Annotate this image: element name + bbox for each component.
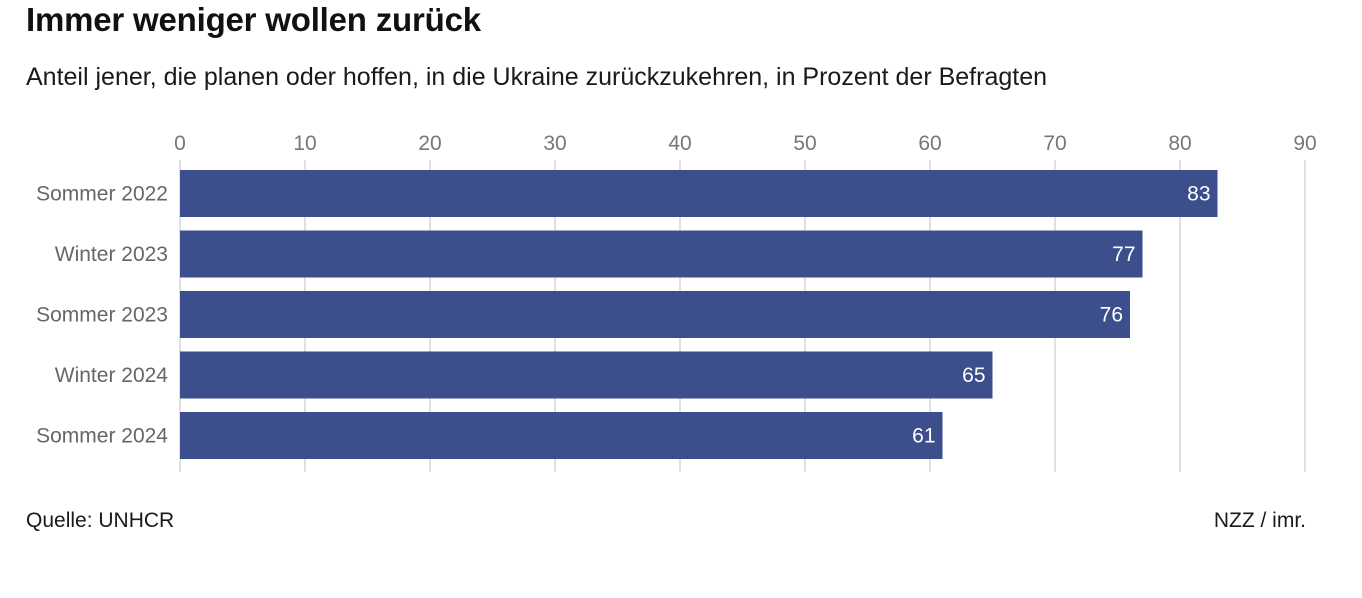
- value-label: 77: [1112, 243, 1135, 266]
- category-label: Sommer 2024: [36, 425, 168, 448]
- bar: [180, 412, 943, 459]
- source-note: Quelle: UNHCR: [26, 509, 175, 532]
- bars: [180, 170, 1218, 459]
- bar: [180, 230, 1143, 278]
- x-tick-label: 80: [1168, 132, 1191, 155]
- category-label: Sommer 2023: [36, 304, 168, 327]
- chart-title: Immer weniger wollen zurück: [26, 1, 481, 38]
- chart-subtitle: Anteil jener, die planen oder hoffen, in…: [26, 63, 1048, 91]
- bar: [180, 351, 993, 399]
- x-tick-label: 90: [1293, 132, 1316, 155]
- bar: [180, 170, 1218, 217]
- value-label: 76: [1100, 304, 1123, 327]
- x-tick-label: 10: [293, 132, 316, 155]
- x-tick-label: 70: [1043, 132, 1066, 155]
- value-labels: 83 77 76 65 61: [912, 183, 1210, 448]
- category-labels: Sommer 2022 Winter 2023 Sommer 2023 Winter …: [36, 183, 168, 448]
- x-tick-label: 50: [793, 132, 816, 155]
- x-axis-ticks: 0 10 20 30 40 50 60 70 80 90: [174, 132, 1317, 155]
- x-tick-label: 60: [918, 132, 941, 155]
- credit-note: NZZ / imr.: [1213, 509, 1306, 532]
- category-label: Sommer 2022: [36, 183, 168, 206]
- x-tick-label: 40: [668, 132, 691, 155]
- category-label: Winter 2023: [55, 243, 168, 266]
- value-label: 65: [962, 364, 985, 387]
- bar: [180, 291, 1130, 338]
- x-tick-label: 30: [543, 132, 566, 155]
- x-tick-label: 0: [174, 132, 186, 155]
- value-label: 61: [912, 425, 935, 448]
- category-label: Winter 2024: [55, 364, 169, 387]
- value-label: 83: [1187, 183, 1210, 206]
- x-tick-label: 20: [418, 132, 441, 155]
